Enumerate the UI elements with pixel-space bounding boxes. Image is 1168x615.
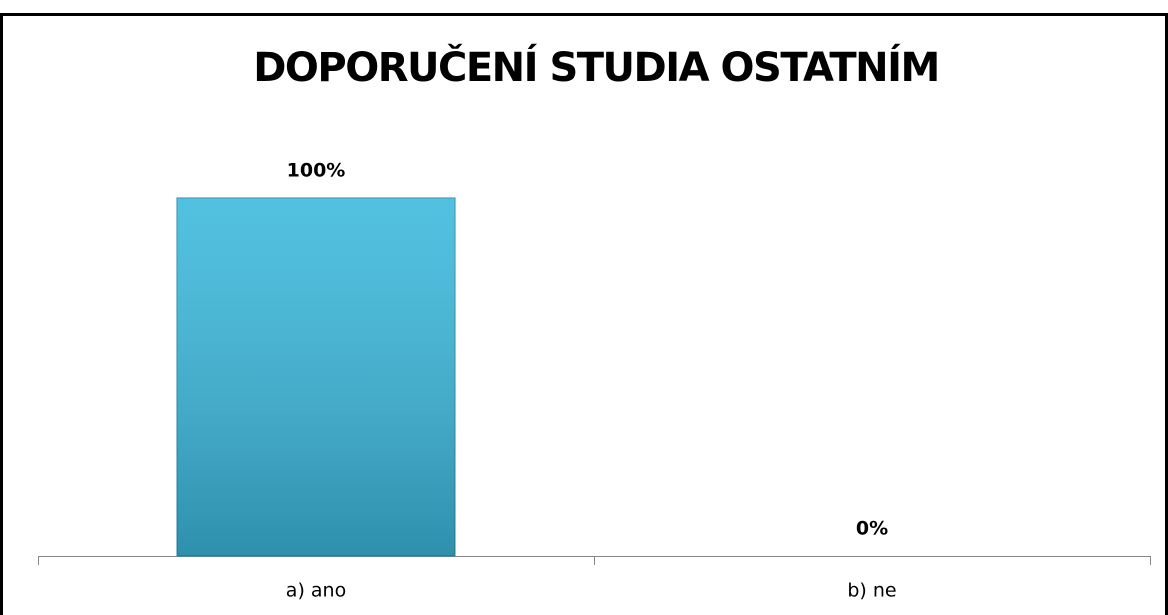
- x-tick-label: b) ne: [847, 580, 896, 602]
- x-tick-label: a) ano: [286, 580, 346, 602]
- chart-title: DOPORUČENÍ STUDIA OSTATNÍM: [253, 43, 939, 91]
- chart-frame: [0, 13, 1168, 615]
- value-label: 100%: [287, 160, 346, 182]
- bar-shade: [177, 198, 455, 556]
- value-label: 0%: [856, 518, 888, 540]
